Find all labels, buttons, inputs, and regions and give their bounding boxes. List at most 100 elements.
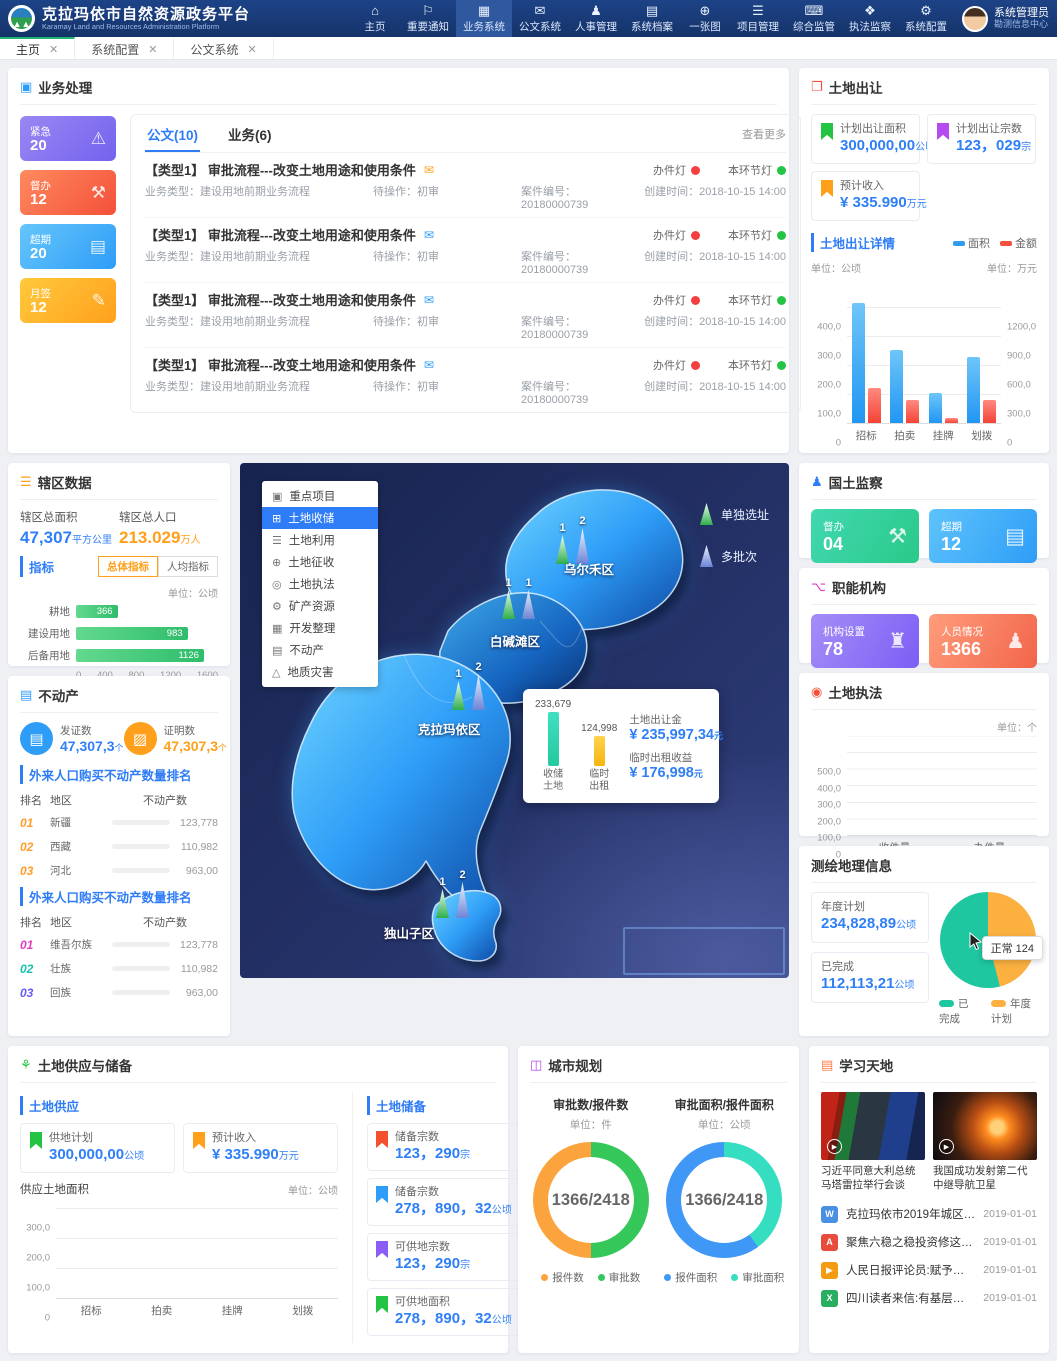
bar-group[interactable] bbox=[967, 279, 997, 423]
map-marker[interactable]: 2 bbox=[576, 515, 589, 564]
business-stat-card[interactable]: 月签 12 ✎ bbox=[20, 278, 116, 323]
hbar-label: 耕地 bbox=[49, 606, 70, 618]
nav-item[interactable]: ▤ 系统档案 bbox=[624, 0, 680, 37]
business-tab[interactable]: 业务(6) bbox=[228, 128, 272, 143]
map-menu-item[interactable]: ▣ 重点项目 bbox=[262, 485, 378, 507]
stat-value: 47,307,3 bbox=[60, 738, 115, 754]
nav-icon: ⌨ bbox=[804, 2, 824, 18]
rank-name: 回族 bbox=[50, 987, 71, 999]
news-item[interactable]: W 克拉玛依市2019年城区规划文件 2019-01-01 bbox=[821, 1200, 1037, 1228]
legend-item[interactable]: 金额 bbox=[1000, 235, 1037, 251]
play-icon[interactable]: ▶ bbox=[827, 1139, 842, 1154]
video-item[interactable]: ▶ 我国成功发射第二代中继导航卫星 bbox=[933, 1092, 1037, 1192]
business-list-item[interactable]: 【类型1】 审批流程---改变土地用途和使用条件 ✉ 办件灯 本环节灯 业务类型… bbox=[145, 218, 786, 283]
nav-item[interactable]: ⌨ 综合监管 bbox=[786, 0, 842, 37]
tooltip-value-1: 233,679 bbox=[535, 699, 572, 710]
news-item[interactable]: ▶ 人民日报评论员:赋予务实合作新的... 2019-01-01 bbox=[821, 1256, 1037, 1284]
avatar[interactable] bbox=[962, 5, 988, 32]
legend-item[interactable]: 面积 bbox=[953, 235, 990, 251]
map-marker[interactable]: 1 bbox=[522, 577, 535, 619]
close-icon[interactable]: ✕ bbox=[247, 43, 257, 56]
supervision-card[interactable]: 督办 04 ⚒ bbox=[811, 509, 919, 563]
business-tabs: 公文(10) 业务(6) bbox=[145, 115, 786, 153]
indicator-toggle[interactable]: 人均指标 bbox=[158, 556, 218, 577]
donut-chart[interactable]: 1366/2418 bbox=[666, 1142, 783, 1258]
rank-row[interactable]: 03 河北 963,00 bbox=[20, 863, 218, 878]
map-menu-item[interactable]: △ 地质灾害 bbox=[262, 661, 378, 683]
nav-item[interactable]: ♟ 人事管理 bbox=[568, 0, 624, 37]
business-stat-card[interactable]: 督办 12 ⚒ bbox=[20, 170, 116, 215]
map-menu-item[interactable]: ▤ 不动产 bbox=[262, 639, 378, 661]
rank-row[interactable]: 02 壮族 110,982 bbox=[20, 961, 218, 976]
map-menu-label: 矿产资源 bbox=[288, 601, 335, 613]
supply-bar bbox=[292, 1225, 314, 1298]
rank-row[interactable]: 03 回族 963,00 bbox=[20, 985, 218, 1000]
page-tab[interactable]: 系统配置 ✕ bbox=[75, 37, 175, 59]
card-label: 可供地宗数 bbox=[395, 1241, 450, 1253]
map-marker[interactable]: 1 bbox=[452, 668, 465, 710]
map-marker[interactable]: 2 bbox=[456, 869, 469, 918]
nav-item[interactable]: ✉ 公文系统 bbox=[512, 0, 568, 37]
business-list-item[interactable]: 【类型1】 审批流程---改变土地用途和使用条件 ✉ 办件灯 本环节灯 业务类型… bbox=[145, 283, 786, 348]
pop-label: 辖区总人口 bbox=[119, 512, 177, 524]
nav-item[interactable]: ⌂ 主页 bbox=[350, 0, 400, 37]
map-menu-item[interactable]: ⊕ 土地征收 bbox=[262, 551, 378, 573]
rank-row[interactable]: 01 维吾尔族 123,778 bbox=[20, 937, 218, 952]
user-box[interactable]: 系统管理员 勘测信息中心 bbox=[962, 5, 1049, 32]
see-more-link[interactable]: 查看更多 bbox=[742, 129, 786, 141]
play-icon[interactable]: ▶ bbox=[939, 1139, 954, 1154]
rank-row[interactable]: 01 新疆 123,778 bbox=[20, 815, 218, 830]
map-menu-item[interactable]: ☰ 土地利用 bbox=[262, 529, 378, 551]
rank-row[interactable]: 02 西藏 110,982 bbox=[20, 839, 218, 854]
map-marker[interactable]: 1 bbox=[556, 522, 569, 564]
map-menu-item[interactable]: ▦ 开发整理 bbox=[262, 617, 378, 639]
news-item[interactable]: X 四川读者来信:有基层单位换衣服拍... 2019-01-01 bbox=[821, 1284, 1037, 1312]
business-stat-card[interactable]: 紧急 20 ⚠ bbox=[20, 116, 116, 161]
page-tab[interactable]: 公文系统 ✕ bbox=[174, 37, 274, 59]
map-panel[interactable]: ▣ 重点项目 ⊞ 土地收储 ☰ 土地利用 ⊕ 土地征收 ◎ 土地执法 bbox=[240, 463, 789, 978]
supply-bar bbox=[221, 1273, 243, 1298]
organs-card[interactable]: 机构设置 78 ♜ bbox=[811, 614, 919, 668]
stat-card: 供地计划 300,000,00公顷 bbox=[20, 1123, 175, 1173]
supervision-card[interactable]: 超期 12 ▤ bbox=[929, 509, 1037, 563]
map-marker[interactable]: 2 bbox=[472, 661, 485, 710]
stat-icon: ▨ bbox=[123, 722, 157, 755]
axis-tick: 300,0 bbox=[817, 350, 841, 362]
nav-item[interactable]: ❖ 执法监察 bbox=[842, 0, 898, 37]
bar-group[interactable] bbox=[890, 279, 920, 423]
indicator-toggle[interactable]: 总体指标 bbox=[98, 556, 158, 577]
bar-group[interactable] bbox=[851, 279, 881, 423]
map-menu-item[interactable]: ⚙ 矿产资源 bbox=[262, 595, 378, 617]
legend-item: 已完成 bbox=[939, 998, 969, 1025]
video-thumbnail[interactable]: ▶ bbox=[933, 1092, 1037, 1160]
donut-chart[interactable]: 1366/2418 bbox=[532, 1142, 649, 1258]
map-marker[interactable]: 1 bbox=[436, 876, 449, 918]
minimap-inset[interactable] bbox=[623, 927, 785, 975]
axis-tick: 1200,0 bbox=[1007, 321, 1037, 333]
bar-group[interactable] bbox=[928, 279, 958, 423]
video-thumbnail[interactable]: ▶ bbox=[821, 1092, 925, 1160]
business-stat-card[interactable]: 超期 20 ▤ bbox=[20, 224, 116, 269]
nav-item[interactable]: ⊕ 一张图 bbox=[680, 0, 730, 37]
nav-item[interactable]: ⚐ 重要通知 bbox=[400, 0, 456, 37]
nav-item[interactable]: ☰ 项目管理 bbox=[730, 0, 786, 37]
page-tab[interactable]: 主页 ✕ bbox=[0, 37, 76, 59]
panel-learning: ▤ 学习天地 ▶ 习近平同意大利总统马塔雷拉举行会谈 ▶ 我国成功发射第二代中继… bbox=[809, 1046, 1049, 1353]
panel-business-head: ▣ 业务处理 bbox=[20, 77, 777, 105]
close-icon[interactable]: ✕ bbox=[148, 43, 158, 56]
nav-item[interactable]: ⚙ 系统配置 bbox=[898, 0, 954, 37]
organs-card[interactable]: 人员情况 1366 ♟ bbox=[929, 614, 1037, 668]
business-list-item[interactable]: 【类型1】 审批流程---改变土地用途和使用条件 ✉ 办件灯 本环节灯 业务类型… bbox=[145, 153, 786, 218]
close-icon[interactable]: ✕ bbox=[49, 43, 59, 56]
map-marker[interactable]: 1 bbox=[502, 577, 515, 619]
business-tab[interactable]: 公文(10) bbox=[145, 115, 201, 152]
news-item[interactable]: A 聚焦六稳之稳投资修这条路钱花得值 2019-01-01 bbox=[821, 1228, 1037, 1256]
business-list-item[interactable]: 【类型1】 审批流程---改变土地用途和使用条件 ✉ 办件灯 本环节灯 业务类型… bbox=[145, 348, 786, 412]
surveying-cards: 年度计划 234,828,89公顷 已完成 112,113,21公顷 bbox=[811, 892, 929, 1026]
map-menu-item[interactable]: ◎ 土地执法 bbox=[262, 573, 378, 595]
video-item[interactable]: ▶ 习近平同意大利总统马塔雷拉举行会谈 bbox=[821, 1092, 925, 1192]
map-menu-item[interactable]: ⊞ 土地收储 bbox=[262, 507, 378, 529]
hbar-label: 建设用地 bbox=[28, 628, 70, 640]
nav-item[interactable]: ▦ 业务系统 bbox=[456, 0, 512, 37]
